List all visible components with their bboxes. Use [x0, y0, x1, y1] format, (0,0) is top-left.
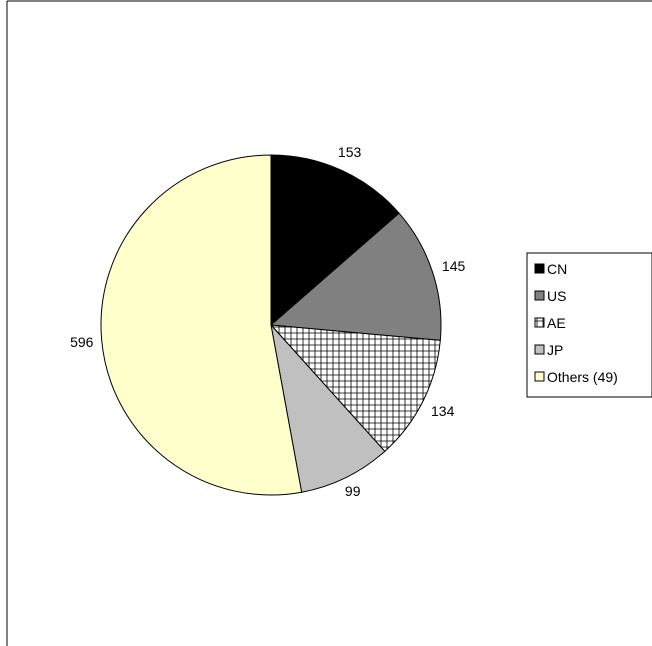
pie-slice-jp — [270, 323, 386, 493]
legend-swatch-cn — [534, 263, 545, 274]
legend-swatch-ae — [534, 317, 545, 328]
data-label-us: 145 — [442, 258, 466, 274]
legend-swatch-others-49 — [534, 371, 545, 382]
legend-swatch-jp — [534, 344, 545, 355]
legend-label-ae: AE — [547, 315, 566, 331]
data-label-others-49: 596 — [70, 334, 94, 350]
legend-label-cn: CN — [547, 261, 567, 277]
data-label-cn: 153 — [338, 144, 362, 160]
legend: CN US AE JP Others (49) — [526, 252, 652, 398]
pie-slice-ae — [269, 324, 441, 453]
pie-slice-cn — [270, 154, 400, 327]
legend-label-jp: JP — [547, 342, 563, 358]
legend-label-others-49: Others (49) — [547, 369, 618, 385]
pie-slice-others-49 — [100, 154, 303, 496]
data-label-ae: 134 — [431, 403, 455, 419]
legend-swatch-us — [534, 290, 545, 301]
data-label-jp: 99 — [345, 483, 361, 499]
legend-box — [526, 252, 652, 398]
legend-label-us: US — [547, 288, 566, 304]
pie-slice-us — [269, 212, 442, 341]
